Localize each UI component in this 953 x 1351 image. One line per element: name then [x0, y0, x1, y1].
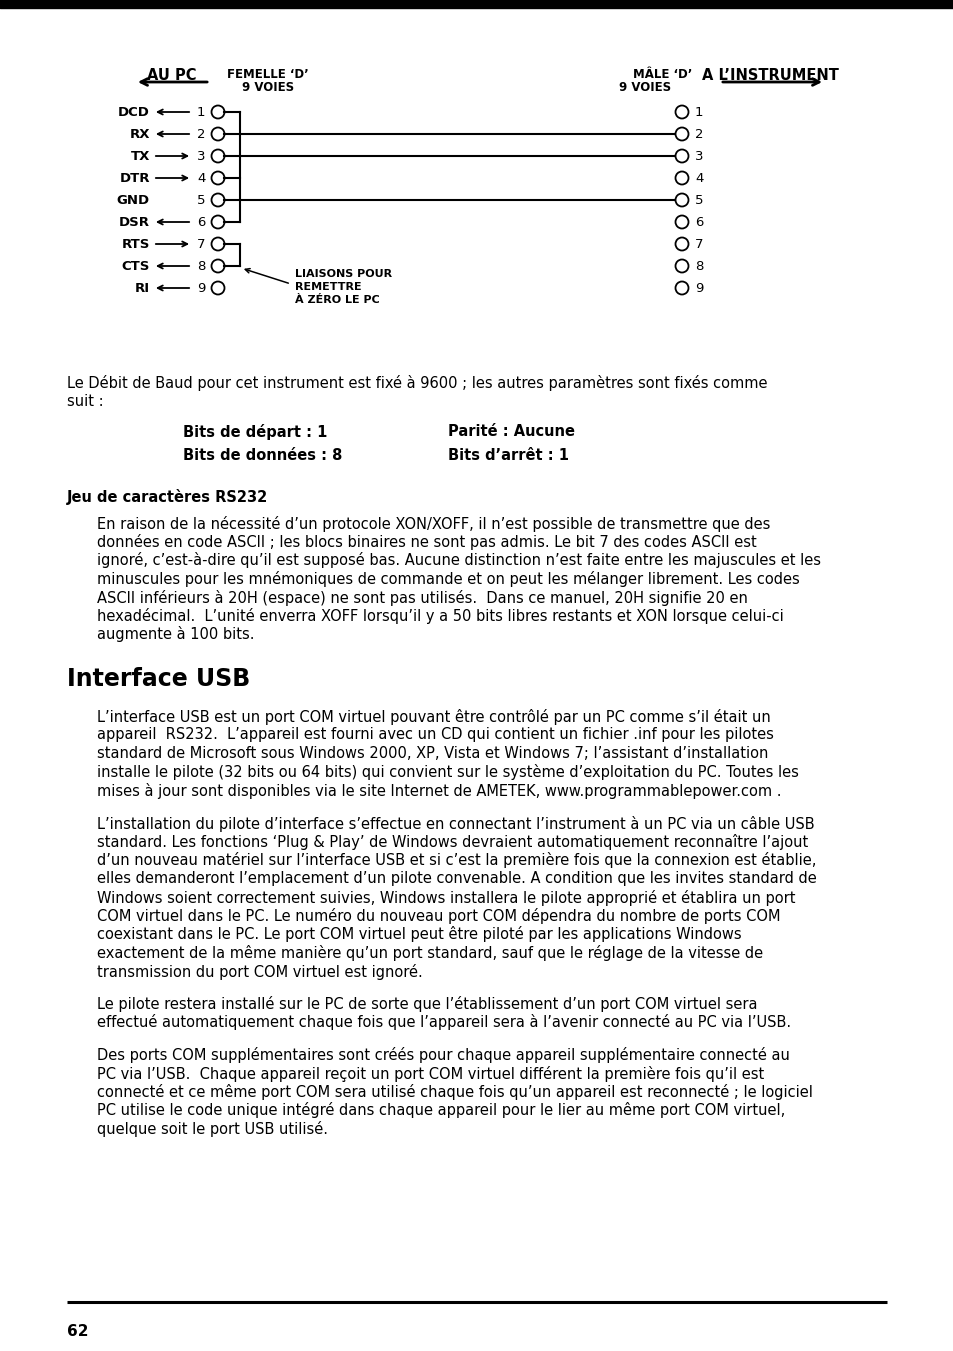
Text: DCD: DCD	[118, 105, 150, 119]
Text: 7: 7	[695, 238, 702, 250]
Text: A L’INSTRUMENT: A L’INSTRUMENT	[700, 68, 838, 82]
Text: ignoré, c’est-à-dire qu’il est supposé bas. Aucune distinction n’est faite entre: ignoré, c’est-à-dire qu’il est supposé b…	[97, 553, 821, 569]
Text: 6: 6	[695, 216, 702, 228]
Text: En raison de la nécessité d’un protocole XON/XOFF, il n’est possible de transmet: En raison de la nécessité d’un protocole…	[97, 516, 770, 531]
Text: PC utilise le code unique intégré dans chaque appareil pour le lier au même port: PC utilise le code unique intégré dans c…	[97, 1102, 784, 1119]
Text: coexistant dans le PC. Le port COM virtuel peut être piloté par les applications: coexistant dans le PC. Le port COM virtu…	[97, 927, 740, 943]
Text: installe le pilote (32 bits ou 64 bits) qui convient sur le système d’exploitati: installe le pilote (32 bits ou 64 bits) …	[97, 765, 798, 781]
Text: Windows soient correctement suivies, Windows installera le pilote approprié et é: Windows soient correctement suivies, Win…	[97, 889, 795, 905]
Text: FEMELLE ‘D’: FEMELLE ‘D’	[227, 68, 309, 81]
Text: 9: 9	[695, 281, 702, 295]
Text: 3: 3	[695, 150, 702, 162]
Text: mises à jour sont disponibles via le site Internet de AMETEK, www.programmablepo: mises à jour sont disponibles via le sit…	[97, 784, 781, 798]
Text: RI: RI	[134, 281, 150, 295]
Text: 6: 6	[196, 216, 205, 228]
Text: CTS: CTS	[121, 259, 150, 273]
Text: TX: TX	[131, 150, 150, 162]
Text: connecté et ce même port COM sera utilisé chaque fois qu’un appareil est reconne: connecté et ce même port COM sera utilis…	[97, 1084, 812, 1100]
Text: suit :: suit :	[67, 393, 104, 408]
Text: effectué automatiquement chaque fois que l’appareil sera à l’avenir connecté au : effectué automatiquement chaque fois que…	[97, 1015, 790, 1031]
Text: 5: 5	[695, 193, 702, 207]
Text: d’un nouveau matériel sur l’interface USB et si c’est la première fois que la co: d’un nouveau matériel sur l’interface US…	[97, 852, 816, 869]
Text: RTS: RTS	[121, 238, 150, 250]
Text: 7: 7	[196, 238, 205, 250]
Text: Des ports COM supplémentaires sont créés pour chaque appareil supplémentaire con: Des ports COM supplémentaires sont créés…	[97, 1047, 789, 1063]
Text: 9 VOIES: 9 VOIES	[618, 81, 670, 95]
Text: Parité : Aucune: Parité : Aucune	[448, 424, 575, 439]
Text: AU PC: AU PC	[147, 68, 196, 82]
Text: 4: 4	[695, 172, 702, 185]
Text: quelque soit le port USB utilisé.: quelque soit le port USB utilisé.	[97, 1121, 328, 1138]
Text: 3: 3	[196, 150, 205, 162]
Text: standard de Microsoft sous Windows 2000, XP, Vista et Windows 7; l’assistant d’i: standard de Microsoft sous Windows 2000,…	[97, 746, 767, 761]
Text: 62: 62	[67, 1324, 89, 1339]
Text: Interface USB: Interface USB	[67, 667, 250, 690]
Text: 2: 2	[695, 127, 702, 141]
Text: appareil  RS232.  L’appareil est fourni avec un CD qui contient un fichier .inf : appareil RS232. L’appareil est fourni av…	[97, 727, 773, 743]
Text: Jeu de caractères RS232: Jeu de caractères RS232	[67, 489, 268, 505]
Text: À ZÉRO LE PC: À ZÉRO LE PC	[294, 295, 379, 305]
Text: 2: 2	[196, 127, 205, 141]
Text: exactement de la même manière qu’un port standard, sauf que le réglage de la vit: exactement de la même manière qu’un port…	[97, 944, 762, 961]
Text: PC via l’USB.  Chaque appareil reçoit un port COM virtuel différent la première : PC via l’USB. Chaque appareil reçoit un …	[97, 1066, 763, 1082]
Text: 4: 4	[196, 172, 205, 185]
Text: RX: RX	[130, 127, 150, 141]
Text: standard. Les fonctions ‘Plug & Play’ de Windows devraient automatiquement recon: standard. Les fonctions ‘Plug & Play’ de…	[97, 834, 807, 850]
Text: Le Débit de Baud pour cet instrument est fixé à 9600 ; les autres paramètres son: Le Débit de Baud pour cet instrument est…	[67, 376, 767, 390]
Text: LIAISONS POUR: LIAISONS POUR	[294, 269, 392, 280]
Text: Bits de données : 8: Bits de données : 8	[183, 449, 342, 463]
Text: elles demanderont l’emplacement d’un pilote convenable. A condition que les invi: elles demanderont l’emplacement d’un pil…	[97, 871, 816, 886]
Text: MÂLE ‘D’: MÂLE ‘D’	[633, 68, 692, 81]
Text: COM virtuel dans le PC. Le numéro du nouveau port COM dépendra du nombre de port: COM virtuel dans le PC. Le numéro du nou…	[97, 908, 780, 924]
Text: 8: 8	[196, 259, 205, 273]
Text: DSR: DSR	[119, 216, 150, 228]
Text: Le pilote restera installé sur le PC de sorte que l’établissement d’un port COM : Le pilote restera installé sur le PC de …	[97, 996, 757, 1012]
Text: 8: 8	[695, 259, 702, 273]
Text: GND: GND	[117, 193, 150, 207]
Text: augmente à 100 bits.: augmente à 100 bits.	[97, 627, 254, 643]
Text: minuscules pour les mnémoniques de commande et on peut les mélanger librement. L: minuscules pour les mnémoniques de comma…	[97, 571, 799, 586]
Text: données en code ASCII ; les blocs binaires ne sont pas admis. Le bit 7 des codes: données en code ASCII ; les blocs binair…	[97, 534, 756, 550]
Text: transmission du port COM virtuel est ignoré.: transmission du port COM virtuel est ign…	[97, 963, 422, 979]
Text: hexadécimal.  L’unité enverra XOFF lorsqu’il y a 50 bits libres restants et XON : hexadécimal. L’unité enverra XOFF lorsqu…	[97, 608, 783, 624]
Text: 1: 1	[196, 105, 205, 119]
Text: L’installation du pilote d’interface s’effectue en connectant l’instrument à un : L’installation du pilote d’interface s’e…	[97, 816, 814, 831]
Text: 9 VOIES: 9 VOIES	[242, 81, 294, 95]
Text: DTR: DTR	[119, 172, 150, 185]
Text: L’interface USB est un port COM virtuel pouvant être contrôlé par un PC comme s’: L’interface USB est un port COM virtuel …	[97, 709, 770, 725]
Text: REMETTRE: REMETTRE	[294, 282, 361, 292]
Text: ASCII inférieurs à 20H (espace) ne sont pas utilisés.  Dans ce manuel, 20H signi: ASCII inférieurs à 20H (espace) ne sont …	[97, 589, 747, 605]
Text: 5: 5	[196, 193, 205, 207]
Text: 1: 1	[695, 105, 702, 119]
Text: Bits d’arrêt : 1: Bits d’arrêt : 1	[448, 449, 568, 463]
Text: 9: 9	[196, 281, 205, 295]
Text: Bits de départ : 1: Bits de départ : 1	[183, 424, 327, 440]
